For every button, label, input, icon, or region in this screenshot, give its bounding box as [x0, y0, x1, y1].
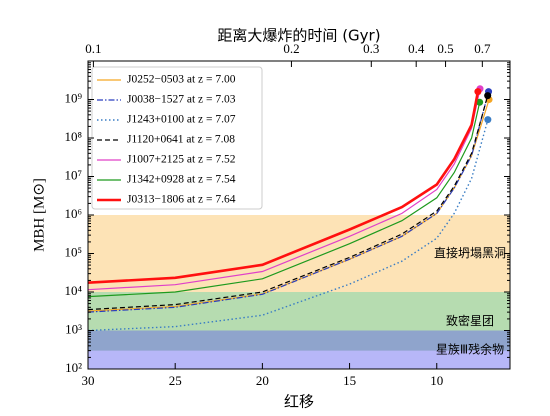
y-axis-title: MBH [M⊙]: [31, 178, 47, 252]
plot-area: [87, 85, 493, 332]
band: [88, 292, 510, 351]
top-tick-label: 0.7: [474, 41, 491, 56]
top-tick-label: 0.1: [85, 41, 101, 56]
y-tick-label: 10⁹: [64, 90, 82, 105]
legend-label: J0038−1527 at z = 7.03: [127, 94, 236, 106]
series-line: [87, 119, 489, 332]
series-line: [87, 88, 481, 291]
x-axis-title: 红移: [284, 393, 314, 411]
band-label: 直接坍塌黑洞: [434, 245, 506, 260]
series-line: [87, 95, 489, 311]
band-label: 星族Ⅲ残余物: [436, 341, 504, 356]
endpoint-marker: [484, 116, 492, 124]
y-tick-label: 10²: [65, 360, 82, 375]
y-tick-label: 10⁷: [64, 167, 82, 182]
series-line: [87, 102, 481, 298]
endpoint-marker: [476, 98, 484, 106]
x-tick-label: 10: [430, 373, 443, 388]
top-tick-label: 0.3: [363, 41, 379, 56]
legend-label: J0252−0503 at z = 7.00: [127, 74, 236, 86]
endpoint-marker: [474, 88, 482, 96]
legend-label: J0313−1806 at z = 7.64: [127, 194, 236, 206]
y-tick-label: 10⁴: [64, 283, 82, 298]
band: [88, 330, 510, 369]
x-tick-label: 30: [82, 373, 95, 388]
series-line: [87, 91, 490, 313]
legend-label: J1342+0928 at z = 7.54: [127, 174, 236, 186]
endpoint-marker: [484, 92, 492, 100]
x-tick-label: 15: [343, 373, 356, 388]
legend-label: J1243+0100 at z = 7.07: [127, 114, 236, 126]
series-line: [87, 91, 480, 284]
x-tick-label: 25: [169, 373, 182, 388]
x-tick-label: 20: [256, 373, 269, 388]
legend-label: J1007+2125 at z = 7.52: [127, 154, 236, 166]
legend-label: J1120+0641 at z = 7.08: [127, 134, 235, 146]
top-tick-label: 0.2: [283, 41, 299, 56]
band-label: 致密星团: [446, 313, 494, 328]
top-tick-label: 0.4: [408, 41, 425, 56]
y-tick-label: 10⁶: [64, 206, 82, 221]
y-tick-label: 10⁸: [64, 129, 82, 144]
top-tick-label: 0.5: [437, 41, 453, 56]
y-tick-label: 10⁵: [64, 244, 82, 259]
top-axis-title: 距离大爆炸的时间 (Gyr): [217, 27, 380, 45]
y-tick-label: 10³: [65, 321, 82, 336]
